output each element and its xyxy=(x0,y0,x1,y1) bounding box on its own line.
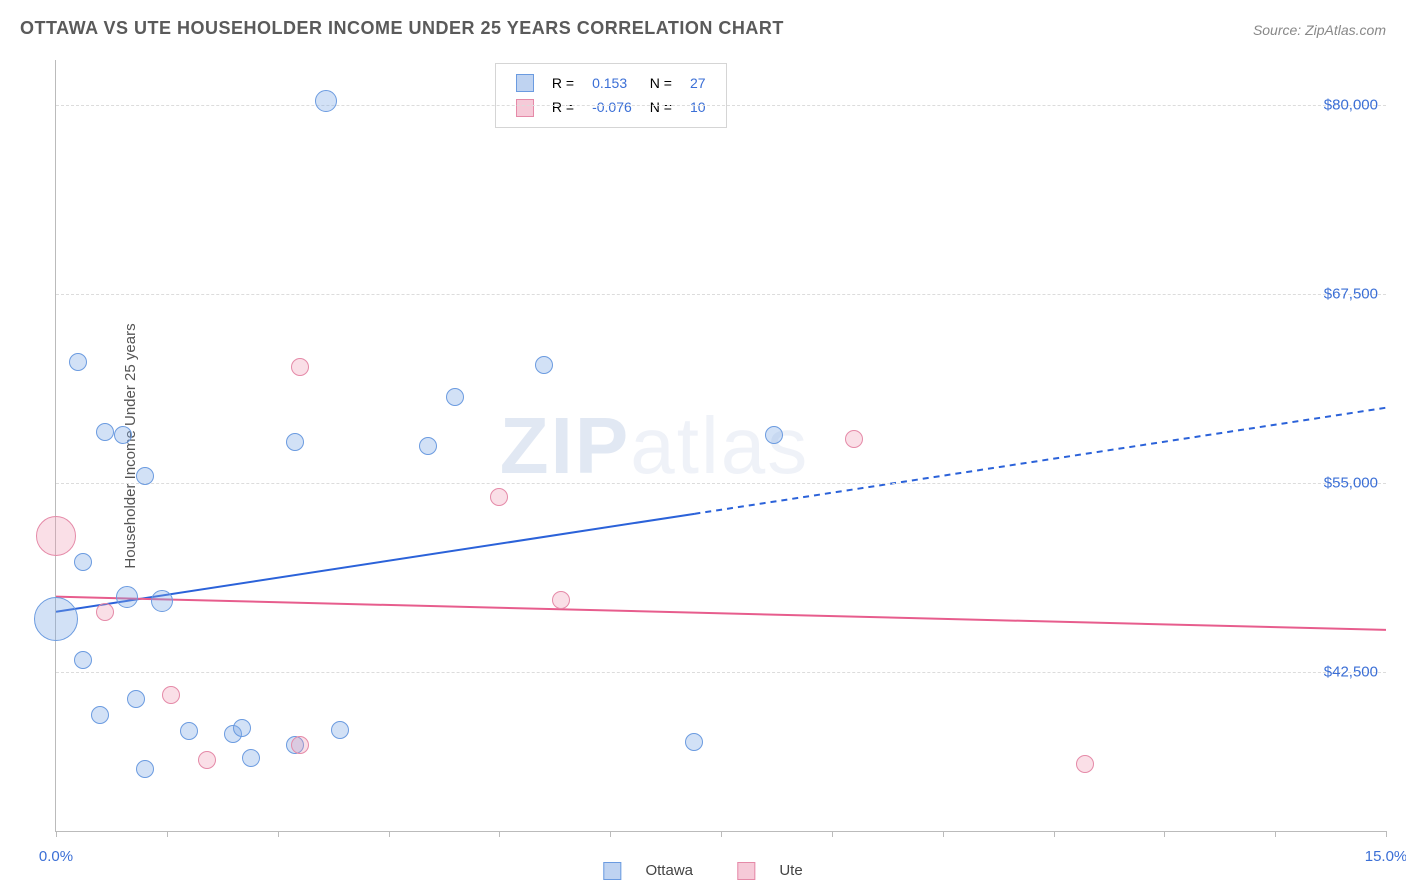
r-label: R = xyxy=(544,96,582,118)
scatter-point xyxy=(91,706,109,724)
legend-row-ute: R = -0.076 N = 10 xyxy=(508,96,714,118)
scatter-point xyxy=(286,433,304,451)
r-value-ute: -0.076 xyxy=(584,96,640,118)
plot-area: ZIPatlas R = 0.153 N = 27 R = -0.076 N =… xyxy=(55,60,1386,832)
y-tick-label: $42,500 xyxy=(1324,664,1378,681)
scatter-point xyxy=(96,423,114,441)
scatter-point xyxy=(242,749,260,767)
y-tick-label: $67,500 xyxy=(1324,286,1378,303)
x-tick xyxy=(167,831,168,837)
source-attribution: Source: ZipAtlas.com xyxy=(1253,22,1386,38)
scatter-point xyxy=(446,388,464,406)
n-label: N = xyxy=(642,72,680,94)
x-tick xyxy=(1275,831,1276,837)
scatter-point xyxy=(315,90,337,112)
x-tick xyxy=(832,831,833,837)
swatch-ute-icon xyxy=(516,99,534,117)
scatter-point xyxy=(151,590,173,612)
x-tick xyxy=(278,831,279,837)
scatter-point xyxy=(136,467,154,485)
n-value-ottawa: 27 xyxy=(682,72,714,94)
r-label: R = xyxy=(544,72,582,94)
gridline xyxy=(56,672,1386,673)
scatter-point xyxy=(136,760,154,778)
scatter-point xyxy=(845,430,863,448)
scatter-point xyxy=(419,437,437,455)
scatter-point xyxy=(74,553,92,571)
scatter-point xyxy=(1076,755,1094,773)
scatter-point xyxy=(552,591,570,609)
scatter-point xyxy=(34,597,78,641)
gridline xyxy=(56,294,1386,295)
trendlines-svg xyxy=(56,60,1386,831)
regression-line xyxy=(56,597,1386,630)
scatter-point xyxy=(291,736,309,754)
scatter-point xyxy=(127,690,145,708)
scatter-point xyxy=(331,721,349,739)
x-tick xyxy=(1164,831,1165,837)
scatter-point xyxy=(114,426,132,444)
watermark: ZIPatlas xyxy=(500,400,809,492)
n-label: N = xyxy=(642,96,680,118)
scatter-point xyxy=(116,586,138,608)
y-tick-label: $80,000 xyxy=(1324,97,1378,114)
scatter-point xyxy=(685,733,703,751)
x-tick xyxy=(389,831,390,837)
legend-item-ute: Ute xyxy=(727,862,813,879)
y-tick-label: $55,000 xyxy=(1324,475,1378,492)
x-tick xyxy=(1386,831,1387,837)
correlation-legend: R = 0.153 N = 27 R = -0.076 N = 10 xyxy=(495,63,727,128)
scatter-point xyxy=(74,651,92,669)
x-tick xyxy=(499,831,500,837)
scatter-point xyxy=(535,356,553,374)
scatter-point xyxy=(180,722,198,740)
x-tick xyxy=(721,831,722,837)
scatter-point xyxy=(291,358,309,376)
series-legend: Ottawa Ute xyxy=(583,862,822,880)
gridline xyxy=(56,105,1386,106)
chart-title: OTTAWA VS UTE HOUSEHOLDER INCOME UNDER 2… xyxy=(20,18,784,39)
x-tick xyxy=(56,831,57,837)
scatter-point xyxy=(36,516,76,556)
x-tick xyxy=(610,831,611,837)
legend-item-ottawa: Ottawa xyxy=(593,862,703,879)
regression-line-extrapolated xyxy=(694,408,1386,514)
x-tick-label: 0.0% xyxy=(39,848,73,865)
scatter-point xyxy=(162,686,180,704)
scatter-point xyxy=(198,751,216,769)
legend-row-ottawa: R = 0.153 N = 27 xyxy=(508,72,714,94)
swatch-ottawa-icon xyxy=(516,74,534,92)
x-tick-label: 15.0% xyxy=(1365,848,1406,865)
r-value-ottawa: 0.153 xyxy=(584,72,640,94)
n-value-ute: 10 xyxy=(682,96,714,118)
scatter-point xyxy=(69,353,87,371)
swatch-ottawa-icon xyxy=(603,862,621,880)
scatter-point xyxy=(765,426,783,444)
scatter-point xyxy=(96,603,114,621)
scatter-point xyxy=(233,719,251,737)
chart-container: OTTAWA VS UTE HOUSEHOLDER INCOME UNDER 2… xyxy=(0,0,1406,892)
scatter-point xyxy=(490,488,508,506)
x-tick xyxy=(1054,831,1055,837)
swatch-ute-icon xyxy=(737,862,755,880)
gridline xyxy=(56,483,1386,484)
x-tick xyxy=(943,831,944,837)
